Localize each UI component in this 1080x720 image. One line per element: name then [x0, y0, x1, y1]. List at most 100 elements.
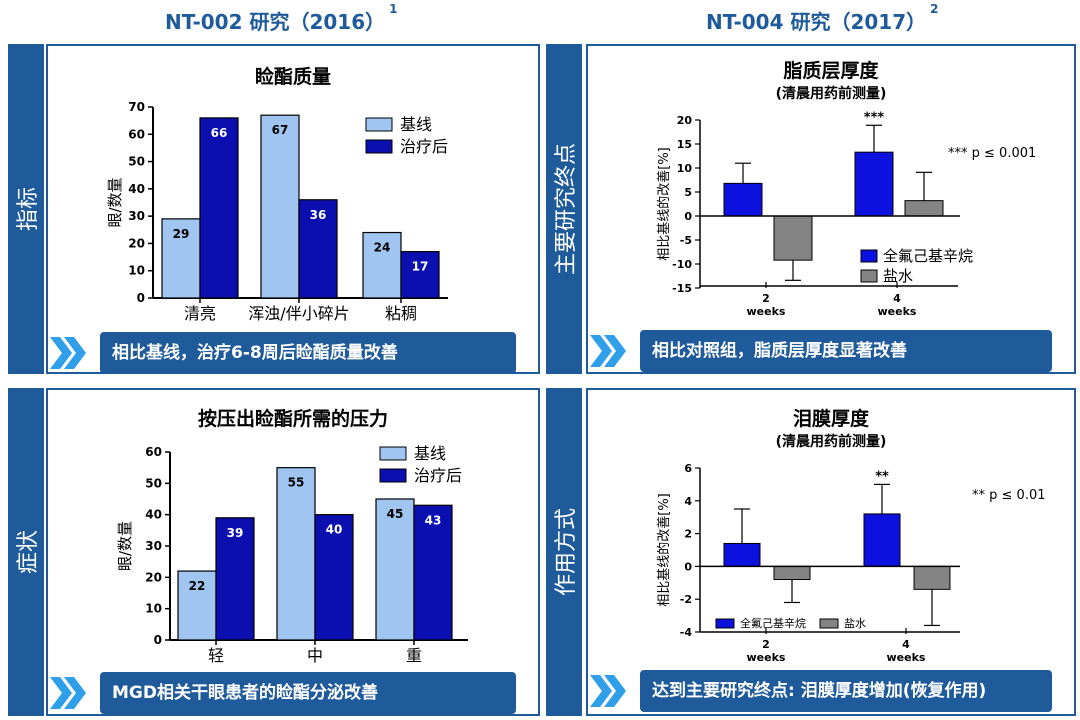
- x-tick-label: 中: [307, 646, 323, 665]
- y-tick-label: -5: [680, 234, 692, 247]
- y-tick-label: 5: [684, 186, 692, 199]
- y-tick-label: 4: [684, 495, 692, 508]
- data-label: 55: [288, 476, 305, 490]
- bar: [276, 467, 316, 641]
- y-tick-label: 10: [128, 264, 145, 278]
- chart-title: 按压出睑酯所需的压力: [197, 408, 388, 430]
- side-label-primary-endpoint: 主要研究终点: [546, 44, 582, 374]
- chevron-right-icon: [590, 675, 626, 707]
- left-study-reference: 1: [389, 2, 398, 17]
- side-label-mechanism: 作用方式: [546, 388, 582, 716]
- y-tick-label: 40: [145, 508, 162, 522]
- chevron-right-icon: [590, 335, 626, 367]
- bar: [260, 114, 300, 299]
- significance-marker: **: [875, 469, 889, 484]
- side-label-symptoms: 症状: [8, 388, 44, 716]
- bar: [215, 517, 255, 641]
- legend-swatch: [715, 618, 735, 629]
- conclusion-banner: 相比对照组，脂质层厚度显著改善: [640, 330, 1052, 372]
- bar: [161, 218, 201, 299]
- chart-title: 脂质层厚度: [783, 60, 879, 82]
- y-tick-label: -10: [672, 258, 692, 271]
- x-tick-label: 4: [902, 638, 910, 651]
- bar: [723, 542, 761, 567]
- bar: [773, 565, 811, 581]
- y-tick-label: 30: [128, 209, 145, 223]
- y-tick-label: 40: [128, 182, 145, 196]
- x-tick-label: 粘稠: [385, 304, 417, 323]
- y-tick-label: 20: [145, 570, 162, 584]
- bar: [375, 498, 415, 641]
- y-tick-label: 20: [677, 114, 693, 127]
- x-tick-label: 2: [762, 292, 770, 305]
- bar: [400, 251, 440, 299]
- significance-note: *** p ≤ 0.001: [948, 146, 1037, 161]
- side-label-primary-endpoint-text: 主要研究终点: [554, 142, 579, 276]
- y-tick-label: 50: [128, 155, 145, 169]
- y-tick-label: 0: [137, 291, 145, 305]
- x-tick-label: 4: [893, 292, 901, 305]
- side-label-mechanism-text: 作用方式: [554, 507, 579, 597]
- y-tick-label: -4: [680, 626, 693, 639]
- data-label: 39: [227, 526, 244, 540]
- x-tick-label: 浑浊/伴小碎片: [248, 304, 349, 323]
- legend-label: 基线: [414, 444, 446, 463]
- conclusion-banner: MGD相关干眼患者的睑酯分泌改善: [100, 672, 516, 714]
- y-tick-label: 0: [684, 560, 692, 573]
- y-tick-label: 70: [128, 100, 145, 114]
- x-tick-label: weeks: [887, 651, 926, 664]
- conclusion-banner: 相比基线，治疗6-8周后睑酯质量改善: [100, 332, 516, 374]
- chart-title: 睑酯质量: [254, 66, 331, 88]
- bar: [362, 231, 402, 299]
- y-axis-label: 眼/数量: [116, 521, 134, 571]
- y-tick-label: 10: [677, 162, 693, 175]
- bar: [863, 513, 901, 567]
- bar: [773, 215, 813, 261]
- significance-marker: ***: [864, 110, 885, 125]
- panel-lipid-layer: 脂质层厚度 (清晨用药前测量) *** p ≤ 0.001 -15 -10 -5 0 5…: [586, 44, 1076, 374]
- legend-label: 全氟己基辛烷: [740, 616, 806, 630]
- legend-swatch: [819, 618, 839, 629]
- y-tick-label: 60: [145, 445, 162, 459]
- left-study-header: NT-002 研究（2016）1: [165, 2, 397, 35]
- panel-tear-film: 泪膜厚度 (清晨用药前测量) ** p ≤ 0.01 -4 -2 0 2 4 6 相比基线的…: [586, 388, 1076, 716]
- data-label: 24: [374, 241, 391, 255]
- panel-meibum-pressure: 按压出睑酯所需的压力 0 10 20 30 40 50 60 眼/数量 22 39 轻 55 40 中 45…: [46, 388, 540, 716]
- y-axis-label: 相比基线的改善[%]: [656, 493, 672, 607]
- y-tick-label: -2: [680, 593, 692, 606]
- data-label: 67: [272, 123, 289, 137]
- y-tick-label: 60: [128, 127, 145, 141]
- data-label: 17: [412, 260, 429, 274]
- legend-swatch: [365, 117, 393, 132]
- legend-swatch: [365, 139, 393, 154]
- legend-label: 全氟己基辛烷: [883, 247, 973, 265]
- meibum-quality-chart: 0 10 20 30 40 50 60 70 眼/数量 29 66 清亮 67 36 浑浊/伴小碎片 24 17…: [106, 100, 448, 323]
- x-tick-label: 轻: [208, 646, 224, 665]
- chart-subtitle: (清晨用药前测量): [775, 434, 887, 450]
- y-tick-label: 6: [684, 462, 692, 475]
- right-study-title: NT-004 研究（2017）: [706, 10, 927, 34]
- conclusion-banner: 达到主要研究终点: 泪膜厚度增加(恢复作用): [640, 670, 1052, 712]
- y-tick-label: 0: [154, 633, 162, 647]
- bar: [199, 117, 239, 299]
- data-label: 22: [189, 579, 206, 593]
- data-label: 36: [310, 208, 327, 222]
- data-label: 40: [326, 523, 343, 537]
- side-label-indicators: 指标: [8, 44, 44, 374]
- legend-swatch: [860, 249, 878, 263]
- legend-label: 基线: [400, 115, 432, 134]
- x-tick-label: 清亮: [184, 304, 216, 323]
- y-tick-label: -15: [672, 282, 692, 295]
- legend-label: 盐水: [844, 617, 866, 630]
- y-tick-label: 2: [684, 528, 692, 541]
- bar: [314, 514, 354, 641]
- y-tick-label: 10: [145, 602, 162, 616]
- y-tick-label: 15: [677, 138, 692, 151]
- legend-swatch: [379, 446, 407, 461]
- x-tick-label: weeks: [747, 305, 786, 318]
- chart-subtitle: (清晨用药前测量): [775, 86, 887, 102]
- bar: [413, 504, 453, 641]
- data-label: 29: [173, 227, 190, 241]
- legend-swatch: [860, 269, 878, 283]
- y-axis-label: 相比基线的改善[%]: [656, 147, 672, 261]
